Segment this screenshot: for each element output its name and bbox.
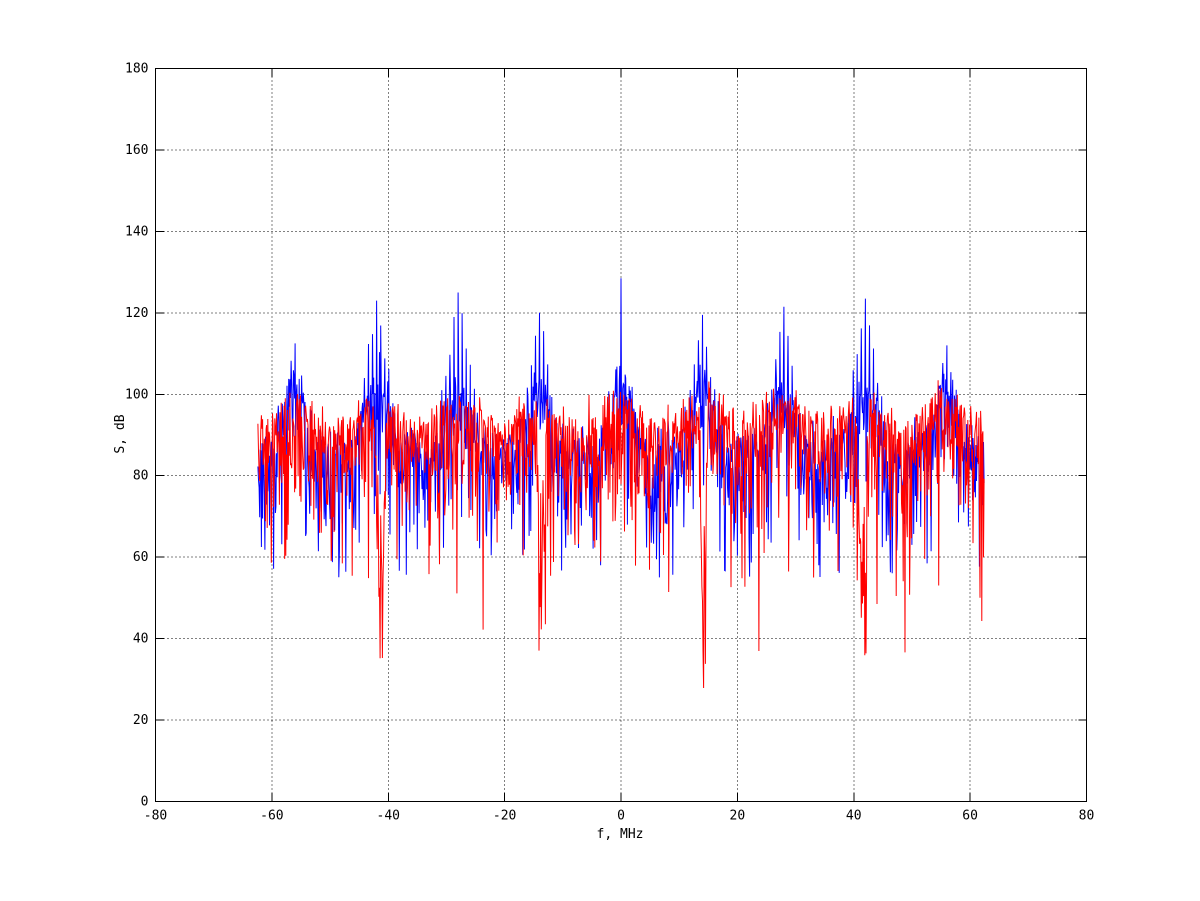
axis-tick-labels: -80 -60 -40 -20 0 20 40 60 80 0 20 40 60 80 100 120 140 1… xyxy=(125,62,1094,824)
x-tick-label: 80 xyxy=(1079,809,1095,824)
y-tick-label: 80 xyxy=(133,469,149,484)
axis-ticks xyxy=(155,68,1087,802)
y-tick-label: 160 xyxy=(125,143,148,158)
y-axis-label: S, dB xyxy=(113,414,128,453)
y-tick-label: 120 xyxy=(125,306,148,321)
x-tick-label: -40 xyxy=(377,809,400,824)
x-tick-label: -20 xyxy=(493,809,516,824)
multitone-signal-spectrum-trace xyxy=(257,278,985,578)
y-tick-label: 100 xyxy=(125,387,148,402)
y-tick-label: 60 xyxy=(133,550,149,565)
y-tick-label: 40 xyxy=(133,632,149,647)
x-tick-label: 0 xyxy=(617,809,625,824)
wideband-noise-spectrum-trace xyxy=(257,380,985,689)
x-axis-label: f, MHz xyxy=(597,827,644,842)
y-tick-label: 180 xyxy=(125,62,148,77)
x-tick-label: -60 xyxy=(260,809,283,824)
x-tick-label: 20 xyxy=(730,809,746,824)
y-tick-label: 0 xyxy=(141,795,149,810)
x-tick-label: -80 xyxy=(144,809,167,824)
x-tick-label: 40 xyxy=(846,809,862,824)
y-tick-label: 140 xyxy=(125,224,148,239)
x-tick-label: 60 xyxy=(962,809,978,824)
y-tick-label: 20 xyxy=(133,713,149,728)
series xyxy=(257,278,985,689)
